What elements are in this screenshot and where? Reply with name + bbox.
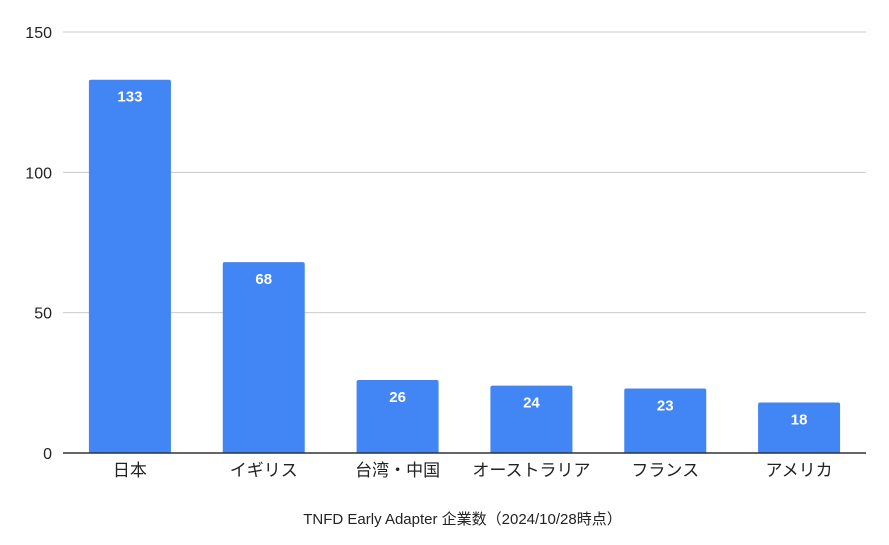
x-category-label: アメリカ — [766, 461, 833, 480]
bar — [758, 402, 841, 453]
x-category-label: フランス — [631, 461, 699, 480]
x-category-label: 日本 — [113, 461, 147, 480]
data-label: 18 — [791, 411, 808, 428]
bar — [222, 262, 305, 453]
bars — [88, 79, 841, 454]
gridlines — [63, 31, 866, 314]
data-label: 26 — [389, 389, 406, 406]
x-category-label: オーストラリア — [472, 461, 590, 480]
x-category-label: イギリス — [230, 461, 298, 480]
x-axis-categories: 日本 イギリス 台湾・中国 オーストラリア フランス アメリカ — [113, 461, 833, 480]
bar — [490, 385, 573, 453]
data-label: 24 — [523, 395, 540, 412]
y-tick-label: 50 — [34, 306, 52, 323]
data-labels: 133 68 26 24 23 18 — [117, 89, 807, 429]
y-tick-label: 0 — [43, 446, 52, 463]
bar — [88, 79, 171, 454]
x-category-label: 台湾・中国 — [355, 461, 440, 480]
y-axis-ticks: 0 50 100 150 — [25, 25, 52, 463]
x-axis-title: TNFD Early Adapter 企業数（2024/10/28時点） — [303, 510, 621, 528]
bar — [624, 388, 707, 453]
y-tick-label: 100 — [25, 165, 52, 182]
data-label: 133 — [117, 89, 142, 106]
data-label: 68 — [255, 271, 272, 288]
y-tick-label: 150 — [25, 25, 52, 42]
data-label: 23 — [657, 397, 674, 414]
bar — [356, 380, 439, 453]
